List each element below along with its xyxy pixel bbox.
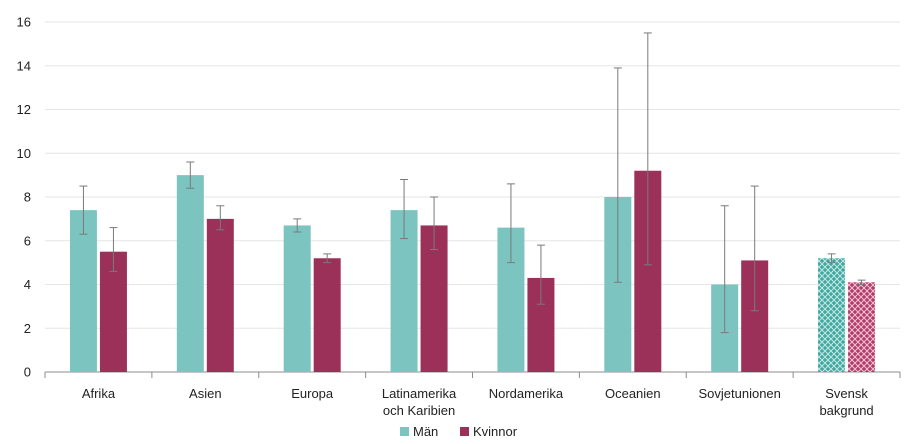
legend: Män Kvinnor <box>400 424 518 439</box>
x-category-label-europa: Europa <box>291 386 334 401</box>
x-category-label-nordamerika: Nordamerika <box>489 386 564 401</box>
y-tick-label-2: 2 <box>24 321 31 336</box>
bar-man-europa <box>283 225 311 372</box>
bar-man-asien <box>176 175 204 372</box>
bars <box>69 170 876 372</box>
y-tick-label-8: 8 <box>24 190 31 205</box>
x-category-label-svensk-bakgrund-line-1: Svensk <box>825 386 868 401</box>
axes <box>44 371 901 378</box>
bar-man-afrika <box>69 210 97 372</box>
gridlines <box>45 21 900 329</box>
legend-swatch-kvinnor <box>460 427 469 436</box>
bar-kvinnor-asien <box>206 218 234 372</box>
x-category-label-svensk-bakgrund-line-2: bakgrund <box>819 403 873 418</box>
y-tick-label-6: 6 <box>24 233 31 248</box>
x-category-label-latinamerika-och-karibien-line-1: Latinamerika <box>382 386 457 401</box>
y-tick-label-12: 12 <box>17 102 31 117</box>
error-bars <box>79 32 866 334</box>
x-category-label-afrika: Afrika <box>82 386 116 401</box>
legend-swatch-man <box>400 427 409 436</box>
x-category-label-oceanien: Oceanien <box>605 386 661 401</box>
y-tick-label-4: 4 <box>24 277 31 292</box>
legend-label-man: Män <box>413 424 438 439</box>
bar-man-svensk-bakgrund <box>818 258 846 372</box>
y-tick-label-14: 14 <box>17 58 31 73</box>
y-tick-label-10: 10 <box>17 146 31 161</box>
x-category-label-asien: Asien <box>189 386 222 401</box>
bar-kvinnor-europa <box>313 258 341 372</box>
x-category-label-sovjetunionen: Sovjetunionen <box>698 386 780 401</box>
legend-label-kvinnor: Kvinnor <box>473 424 518 439</box>
labels: 0 2 4 6 8 10 12 14 16 Afrika Asien Europa Latinameri… <box>17 15 874 419</box>
x-category-label-latinamerika-och-karibien-line-2: och Karibien <box>383 403 455 418</box>
y-tick-label-0: 0 <box>24 365 31 380</box>
y-tick-label-16: 16 <box>17 15 31 30</box>
bar-kvinnor-svensk-bakgrund <box>848 282 876 372</box>
